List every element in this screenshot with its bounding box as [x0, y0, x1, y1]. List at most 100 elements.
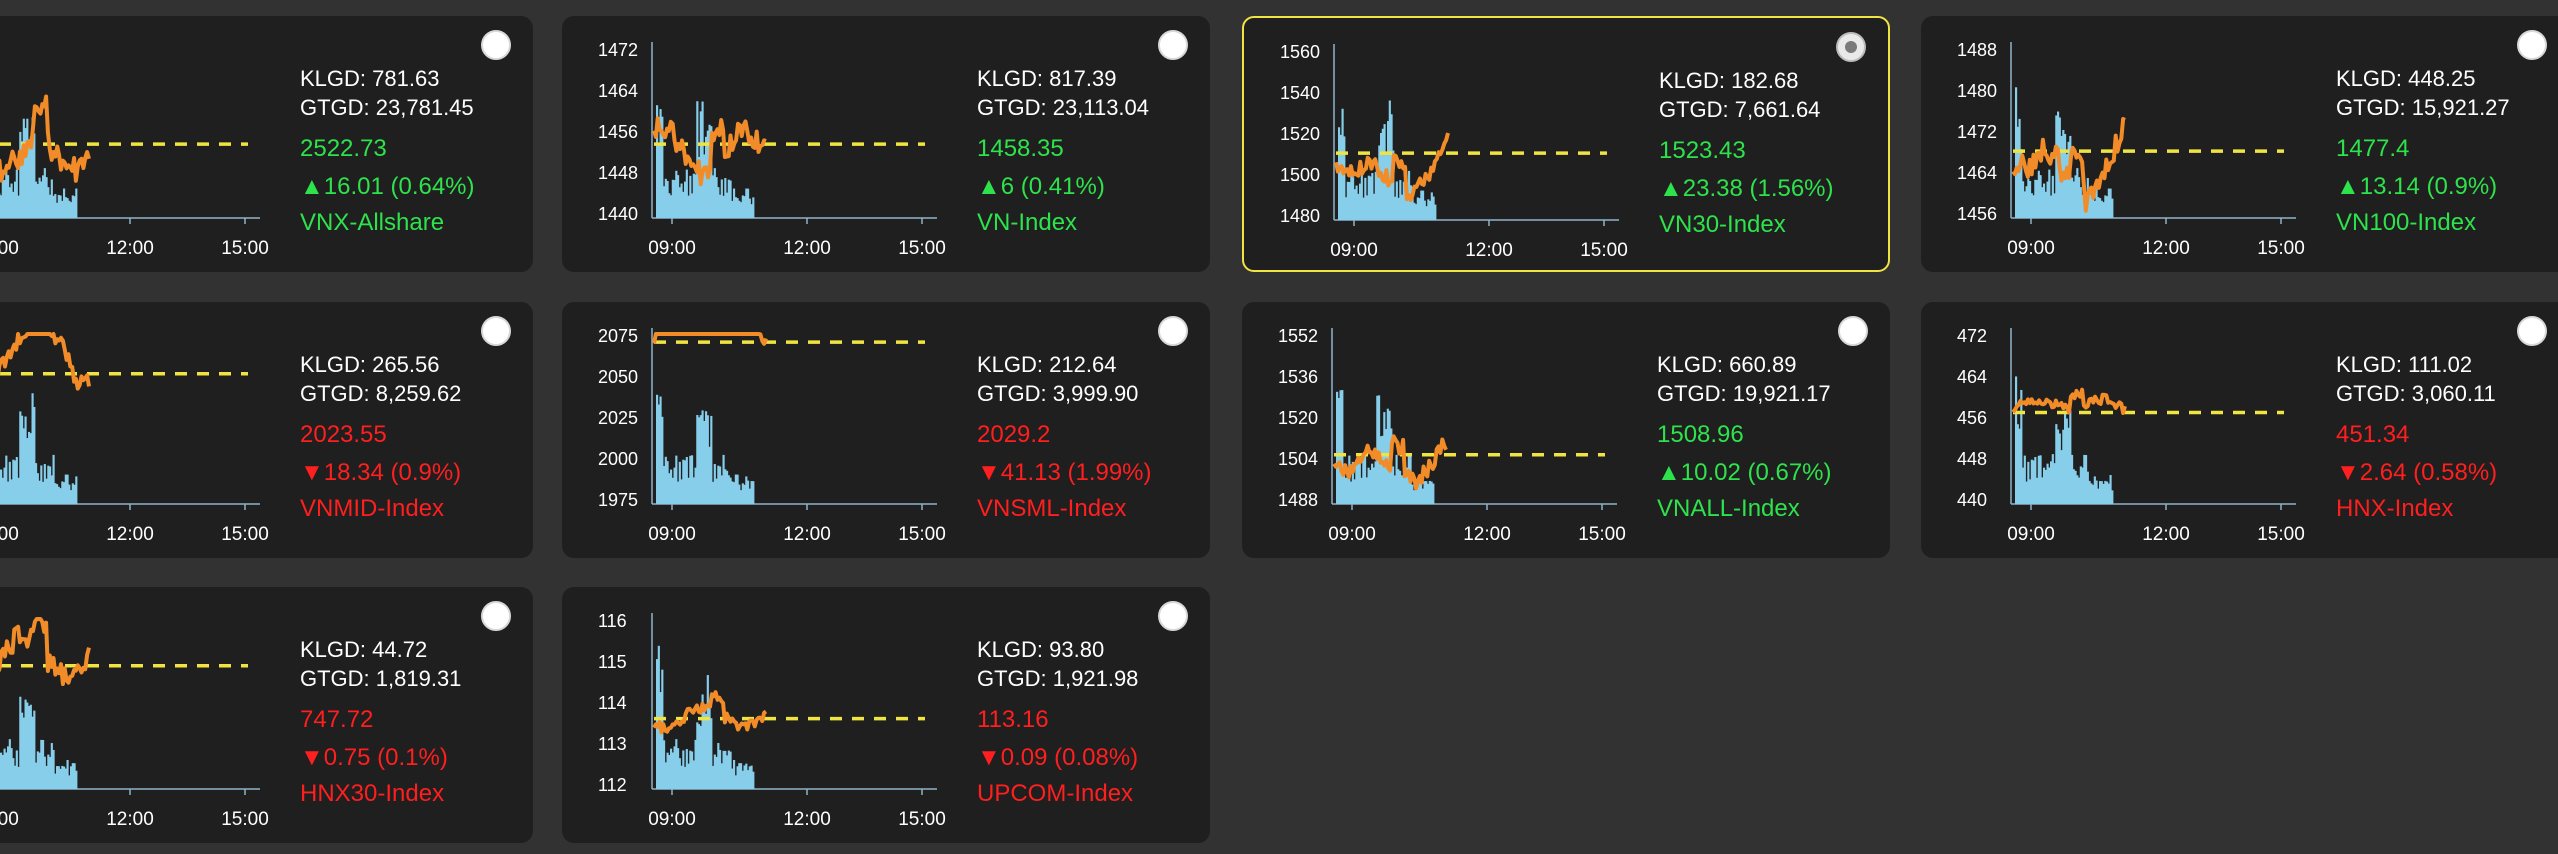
- y-tick-label: 1520: [1280, 124, 1320, 144]
- index-card-vnmid-index[interactable]: 09:00 12:00 15:00 KLGD: 265.56 GTGD: 8,259…: [0, 302, 533, 558]
- index-card-vnall-index[interactable]: 1552 1536 1520 1504 1488 09:00 12:00 15:00 KLGD…: [1242, 302, 1890, 558]
- index-price: 1508.96: [1657, 421, 1744, 448]
- index-card-vn-index[interactable]: 1472 1464 1456 1448 1440 09:00 12:00 15:00 KLGD…: [562, 16, 1210, 272]
- volume-bar: [724, 750, 727, 789]
- volume-bar: [696, 722, 699, 789]
- gtgd-value: GTGD: 23,113.04: [977, 95, 1150, 120]
- volume-bar: [684, 460, 687, 504]
- index-card-vn100-index[interactable]: 1488 1480 1472 1464 1456 09:00 12:00 15:00 KLGD…: [1921, 16, 2558, 272]
- index-change: ▲23.38 (1.56%): [1659, 175, 1834, 202]
- y-tick-label: 1456: [598, 122, 638, 142]
- volume-bar: [56, 766, 59, 789]
- volume-bar: [1344, 477, 1347, 504]
- index-card-upcom-index[interactable]: 116 115 114 113 112 09:00 12:00 15:00 KLGD: 93.…: [562, 587, 1210, 843]
- volume-bar: [717, 465, 720, 504]
- volume-bar: [70, 202, 73, 218]
- gtgd-value: GTGD: 8,259.62: [300, 381, 462, 406]
- volume-bar: [727, 475, 730, 504]
- volume-bar: [666, 752, 669, 789]
- y-tick-label: 1520: [1278, 408, 1318, 428]
- volume-bar: [664, 456, 667, 504]
- volume-bar: [720, 763, 723, 789]
- volume-bar: [2037, 170, 2040, 218]
- volume-bar: [75, 188, 78, 218]
- volume-bar: [2111, 198, 2114, 218]
- volume-bar: [43, 756, 46, 789]
- select-radio[interactable]: [481, 30, 511, 60]
- volume-bar: [0, 195, 3, 218]
- gtgd-value: GTGD: 15,921.27: [2336, 95, 2510, 120]
- volume-bar: [1409, 185, 1412, 220]
- index-change: ▼18.34 (0.9%): [300, 459, 462, 486]
- volume-bar: [66, 474, 69, 504]
- volume-bar: [2064, 410, 2067, 504]
- volume-bar: [2034, 179, 2037, 218]
- volume-bar: [736, 766, 739, 789]
- select-radio[interactable]: [2517, 316, 2547, 346]
- volume-bar: [2071, 454, 2074, 504]
- intraday-chart: 09:00 12:00 15:00: [0, 617, 269, 830]
- index-change: ▲13.14 (0.9%): [2336, 173, 2498, 200]
- volume-bar: [3, 180, 6, 218]
- volume-bar: [1372, 467, 1375, 504]
- volume-bar: [35, 463, 38, 504]
- select-radio[interactable]: [1158, 316, 1188, 346]
- volume-bar: [659, 396, 662, 504]
- x-tick-label: 12:00: [1465, 240, 1513, 261]
- x-tick-label: 12:00: [1463, 524, 1511, 545]
- volume-bar: [673, 180, 676, 218]
- index-price: 1458.35: [977, 135, 1064, 162]
- gtgd-value: GTGD: 19,921.17: [1657, 381, 1831, 406]
- index-card-vnx-allshare[interactable]: 09:00 12:00 15:00 KLGD: 781.63 GTGD: 23,78…: [0, 16, 533, 272]
- volume-bar: [1359, 183, 1362, 220]
- gtgd-value: GTGD: 7,661.64: [1659, 97, 1821, 122]
- volume-bar: [701, 410, 704, 504]
- volume-bar: [689, 750, 692, 789]
- volume-bar: [73, 196, 76, 218]
- select-radio[interactable]: [1838, 316, 1868, 346]
- volume-bar: [1341, 108, 1344, 220]
- volume-bar: [1357, 193, 1360, 220]
- x-tick-label: 12:00: [783, 238, 831, 259]
- index-card-hnx30-index[interactable]: 09:00 12:00 15:00 KLGD: 44.72 GTGD: 1,819.…: [0, 587, 533, 843]
- select-radio[interactable]: [1158, 601, 1188, 631]
- volume-bar: [2107, 483, 2110, 504]
- volume-bar: [1369, 469, 1372, 504]
- volume-bar: [740, 763, 743, 789]
- volume-bar: [1350, 172, 1353, 220]
- index-card-vnsml-index[interactable]: 2075 2050 2025 2000 1975 09:00 12:00 15:00 KLGD…: [562, 302, 1210, 558]
- x-tick-label: 09:00: [648, 524, 696, 545]
- volume-bar: [733, 482, 736, 504]
- volume-bar: [42, 175, 45, 218]
- select-radio[interactable]: [2517, 30, 2547, 60]
- volume-bar: [694, 174, 697, 218]
- volume-bar: [666, 180, 669, 218]
- select-radio[interactable]: [1836, 32, 1866, 62]
- volume-bar: [5, 752, 8, 789]
- volume-bar: [2083, 454, 2086, 504]
- volume-bar: [722, 195, 725, 218]
- volume-bar: [1432, 483, 1435, 504]
- volume-bar: [657, 145, 660, 218]
- volume-bar: [36, 473, 39, 504]
- volume-bar: [2092, 195, 2095, 218]
- y-tick-label: 1472: [598, 40, 638, 60]
- volume-bar: [63, 482, 66, 504]
- volume-bar: [29, 433, 32, 504]
- volume-bar: [1339, 134, 1342, 220]
- volume-bar: [19, 411, 22, 504]
- index-card-hnx-index[interactable]: 472 464 456 448 440 09:00 12:00 15:00 KLGD: 111…: [1921, 302, 2558, 558]
- volume-bar: [63, 188, 66, 218]
- volume-bar: [2016, 424, 2019, 504]
- select-radio[interactable]: [1158, 30, 1188, 60]
- index-card-vn30-index[interactable]: 1560 1540 1520 1500 1480 09:00 12:00 15:00 KLGD…: [1242, 16, 1890, 272]
- volume-bar: [17, 477, 20, 504]
- select-radio[interactable]: [481, 601, 511, 631]
- y-tick-label: 1488: [1278, 490, 1318, 510]
- select-radio[interactable]: [481, 316, 511, 346]
- volume-bar: [1402, 477, 1405, 504]
- volume-bar: [1378, 145, 1381, 220]
- volume-bar: [2065, 418, 2068, 504]
- volume-bar: [5, 170, 8, 218]
- intraday-chart: 09:00 12:00 15:00: [0, 332, 269, 545]
